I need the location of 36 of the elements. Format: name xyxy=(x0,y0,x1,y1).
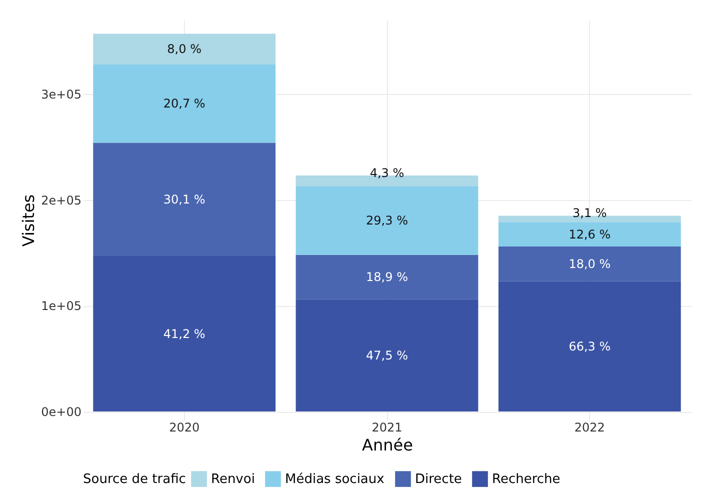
bar xyxy=(296,254,478,300)
y-tick-label: 2e+05 xyxy=(41,193,82,208)
bar xyxy=(93,256,276,412)
bar xyxy=(93,64,276,143)
x-axis-title: Année xyxy=(362,436,413,454)
bar xyxy=(93,142,276,256)
annotation: 12,6 % xyxy=(568,227,611,242)
y-axis-title: Visites xyxy=(19,194,38,247)
annotation: 18,9 % xyxy=(366,270,408,284)
annotation: 47,5 % xyxy=(366,348,408,362)
bar xyxy=(296,299,478,412)
y-tick-label: 1e+05 xyxy=(41,299,82,314)
legend-label: Médias sociaux xyxy=(285,472,385,488)
annotation: 3,1 % xyxy=(572,206,607,220)
annotation: 41,2 % xyxy=(163,326,206,341)
bar xyxy=(93,34,276,64)
annotation: 18,0 % xyxy=(568,256,611,271)
y-tick-label: 3e+05 xyxy=(41,88,82,102)
annotation: 4,3 % xyxy=(370,166,404,180)
legend-title: Source de trafic xyxy=(83,472,186,487)
x-tick-label: 2020 xyxy=(169,420,200,434)
annotation: 30,1 % xyxy=(163,192,206,206)
legend-label: Renvoi xyxy=(211,472,255,488)
x-tick-label: 2022 xyxy=(574,420,605,434)
bar xyxy=(498,222,681,246)
bar xyxy=(498,246,681,282)
y-tick-label: 0e+00 xyxy=(41,405,82,420)
annotation: 29,3 % xyxy=(366,214,408,228)
annotation: 8,0 % xyxy=(167,42,202,56)
legend-label: Directe xyxy=(415,472,462,488)
x-tick-label: 2021 xyxy=(372,420,402,434)
legend-label: Recherche xyxy=(492,472,560,488)
annotation: 66,3 % xyxy=(568,339,611,354)
bar xyxy=(498,281,681,412)
annotation: 20,7 % xyxy=(163,96,206,111)
bar xyxy=(296,186,478,255)
